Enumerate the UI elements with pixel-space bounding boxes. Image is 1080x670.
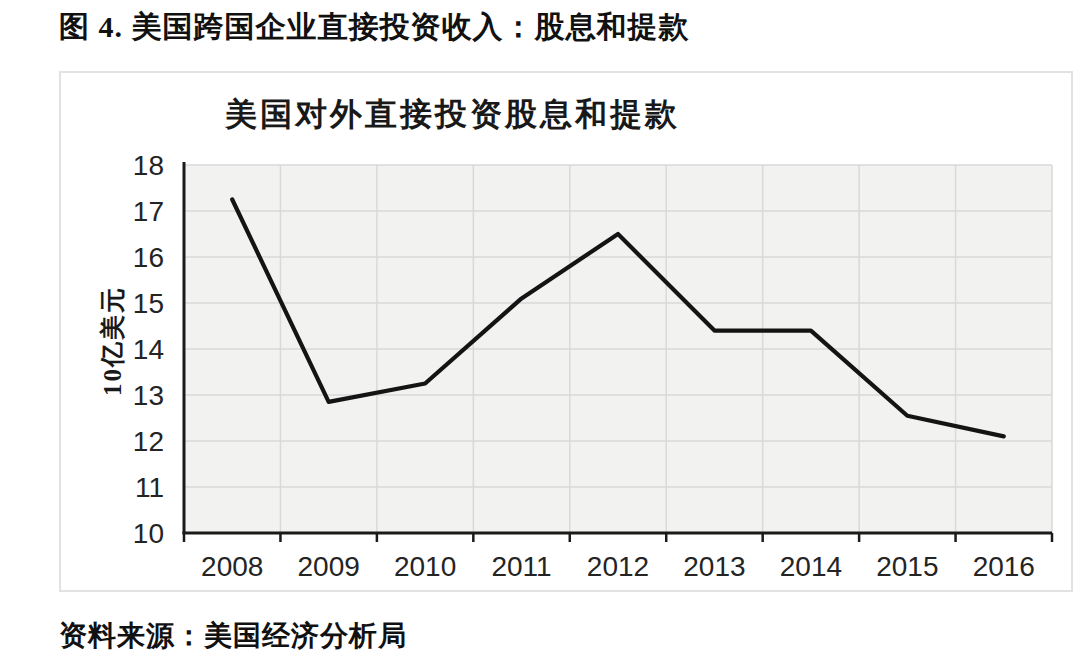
x-tick-label: 2011 (491, 551, 551, 582)
y-tick-label: 16 (133, 242, 164, 273)
y-axis-title: 10亿美元 (96, 286, 129, 396)
chart-frame: 10 11 12 13 14 15 16 17 18 2008 2009 2010 2011 2012 20… (59, 71, 1073, 592)
y-tick-label: 10 (133, 518, 164, 549)
figure-page: 图 4. 美国跨国企业直接投资收入：股息和提款 10 11 12 13 14 15 16 17… (0, 0, 1080, 670)
x-tick-label: 2008 (201, 551, 263, 582)
line-chart-plot: 10 11 12 13 14 15 16 17 18 2008 2009 2010 2011 2012 20… (61, 73, 1071, 590)
chart-title: 美国对外直接投资股息和提款 (225, 93, 680, 137)
x-tick-label: 2012 (587, 551, 649, 582)
x-tick-label: 2015 (876, 551, 938, 582)
x-tick-label: 2010 (394, 551, 456, 582)
y-tick-label: 15 (133, 288, 164, 319)
y-tick-label: 17 (133, 196, 164, 227)
y-tick-label: 14 (133, 334, 164, 365)
figure-caption: 图 4. 美国跨国企业直接投资收入：股息和提款 (59, 8, 690, 46)
y-tick-label: 11 (135, 472, 164, 503)
y-tick-label: 13 (133, 380, 164, 411)
x-tick-label: 2009 (298, 551, 360, 582)
source-note: 资料来源：美国经济分析局 (59, 617, 407, 655)
x-tick-label: 2014 (780, 551, 842, 582)
y-tick-label: 12 (133, 426, 164, 457)
y-tick-label: 18 (133, 150, 164, 181)
x-tick-label: 2016 (973, 551, 1035, 582)
x-tick-label: 2013 (683, 551, 745, 582)
